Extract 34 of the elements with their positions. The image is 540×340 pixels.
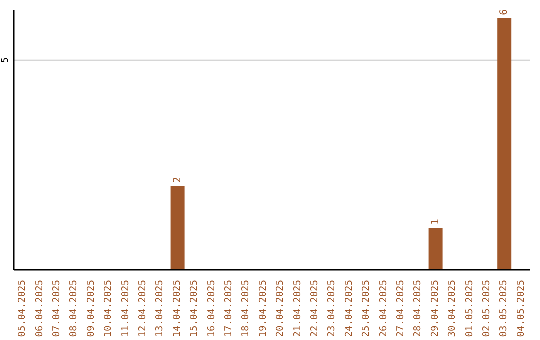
x-tick-label: 13.04.2025 xyxy=(154,280,166,338)
x-tick-label: 04.05.2025 xyxy=(516,280,527,338)
x-tick-label: 29.04.2025 xyxy=(430,280,441,338)
x-tick-label: 07.04.2025 xyxy=(52,280,62,338)
x-tick-label: 24.04.2025 xyxy=(344,280,355,338)
data-label: 2 xyxy=(172,177,184,184)
x-tick-label: 11.04.2025 xyxy=(120,280,132,338)
x-tick-label: 02.05.2025 xyxy=(482,280,492,338)
x-tick-label: 14.04.2025 xyxy=(172,280,183,338)
x-tick-label: 03.05.2025 xyxy=(498,280,510,338)
x-tick-label: 26.04.2025 xyxy=(378,280,390,338)
x-tick-label: 25.04.2025 xyxy=(361,280,372,338)
x-tick-label: 27.04.2025 xyxy=(396,280,406,338)
x-tick-label: 15.04.2025 xyxy=(189,280,200,338)
x-tick-label: 05.04.2025 xyxy=(17,280,28,338)
x-tick-label: 12.04.2025 xyxy=(138,280,148,338)
data-label: 6 xyxy=(499,9,510,16)
x-tick-label: 16.04.2025 xyxy=(206,280,218,338)
y-tick-label: 5 xyxy=(1,58,11,64)
x-tick-label: 19.04.2025 xyxy=(258,280,269,338)
x-tick-label: 22.04.2025 xyxy=(310,280,320,338)
x-tick-label: 08.04.2025 xyxy=(68,280,80,338)
x-tick-label: 17.04.2025 xyxy=(224,280,234,338)
x-tick-label: 09.04.2025 xyxy=(86,280,97,338)
x-tick-label: 20.04.2025 xyxy=(275,280,286,338)
x-tick-label: 28.04.2025 xyxy=(412,280,424,338)
x-tick-label: 30.04.2025 xyxy=(447,280,458,338)
x-tick-label: 06.04.2025 xyxy=(34,280,46,338)
x-tick-label: 01.05.2025 xyxy=(464,280,476,338)
x-tick-label: 10.04.2025 xyxy=(103,280,114,338)
x-tick-label: 18.04.2025 xyxy=(240,280,252,338)
data-label: 1 xyxy=(430,219,442,226)
x-tick-label: 23.04.2025 xyxy=(326,280,338,338)
x-tick-label: 21.04.2025 xyxy=(292,280,304,338)
